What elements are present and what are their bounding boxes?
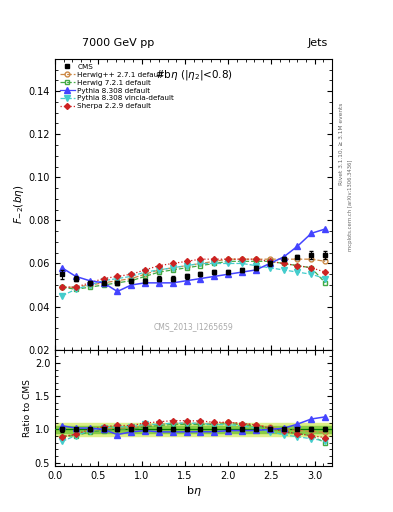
Text: Jets: Jets (308, 38, 328, 48)
X-axis label: b$\eta$: b$\eta$ (185, 483, 202, 498)
Bar (55, 426, 332, 433)
Legend: CMS, Herwig++ 2.7.1 default, Herwig 7.2.1 default, Pythia 8.308 default, Pythia : CMS, Herwig++ 2.7.1 default, Herwig 7.2.… (59, 62, 176, 111)
Text: CMS_2013_I1265659: CMS_2013_I1265659 (154, 322, 233, 331)
Y-axis label: $F_{-2}(b\eta)$: $F_{-2}(b\eta)$ (12, 185, 26, 224)
Text: #b$\eta$ ($|\eta_2|$<0.8): #b$\eta$ ($|\eta_2|$<0.8) (155, 68, 232, 81)
Text: Rivet 3.1.10, ≥ 3.1M events: Rivet 3.1.10, ≥ 3.1M events (339, 102, 343, 184)
Y-axis label: Ratio to CMS: Ratio to CMS (23, 379, 32, 437)
Text: 7000 GeV pp: 7000 GeV pp (82, 38, 154, 48)
Bar (55, 423, 332, 436)
Text: mcplots.cern.ch [arXiv:1306.3436]: mcplots.cern.ch [arXiv:1306.3436] (349, 159, 353, 250)
